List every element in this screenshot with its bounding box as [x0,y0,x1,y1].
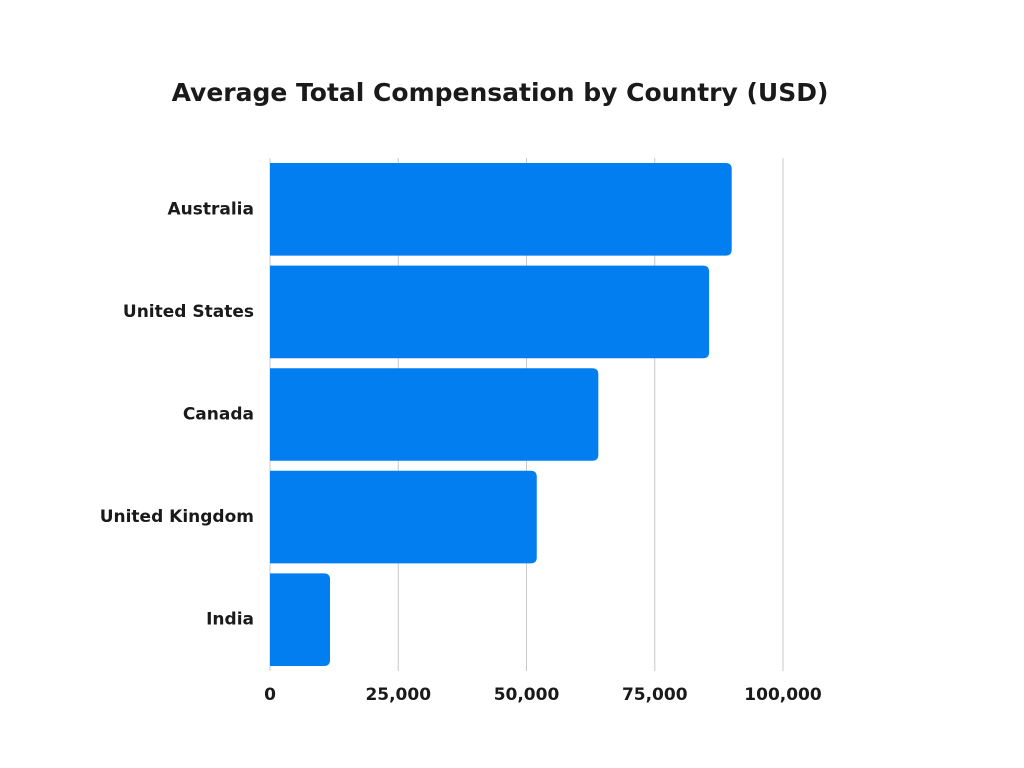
y-tick-label: India [206,610,254,630]
bar [270,470,537,564]
x-tick-label: 0 [264,685,276,705]
x-tick-label: 100,000 [744,685,822,705]
y-tick-label: Canada [183,405,254,425]
x-tick-label: 75,000 [622,685,688,705]
y-tick-label: Australia [168,199,255,219]
bar [270,163,732,256]
bar [270,265,710,359]
bar [270,573,331,666]
y-tick-label: United Kingdom [100,507,254,527]
x-tick-label: 25,000 [365,685,431,705]
bar [270,368,599,461]
x-tick-label: 50,000 [494,685,560,705]
chart-title: Average Total Compensation by Country (U… [172,78,829,107]
y-tick-label: United States [123,302,254,322]
